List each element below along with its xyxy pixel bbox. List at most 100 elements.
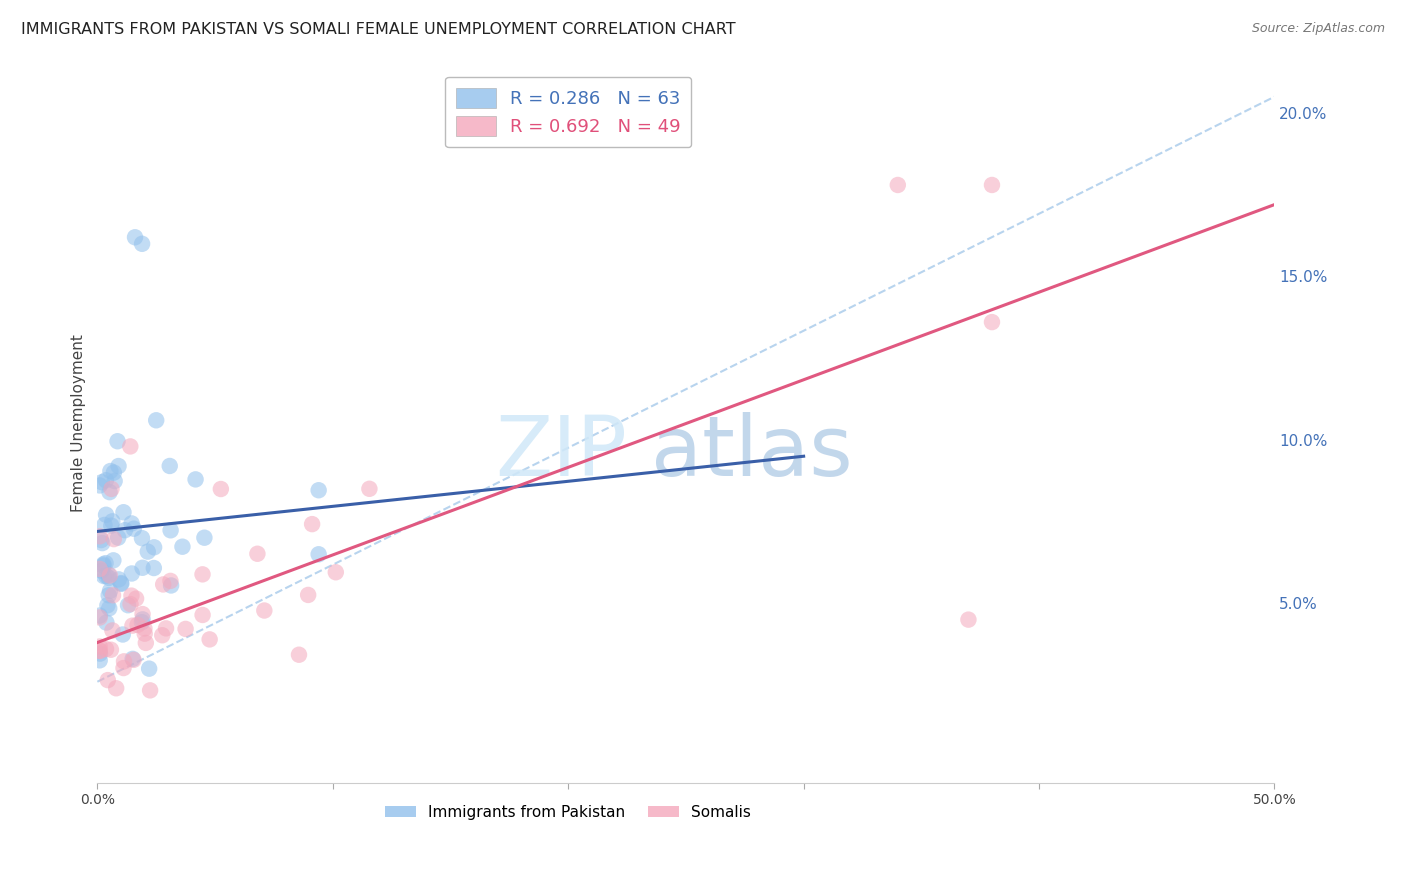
Point xyxy=(97,567,120,582)
Point xyxy=(103,466,125,480)
Point xyxy=(107,434,129,449)
Point xyxy=(172,540,194,554)
Y-axis label: Female Unemployment: Female Unemployment xyxy=(72,334,86,513)
Point xyxy=(89,478,111,492)
Text: atlas: atlas xyxy=(651,412,852,492)
Point xyxy=(90,533,112,547)
Point xyxy=(308,547,330,561)
Point xyxy=(107,458,129,473)
Text: Source: ZipAtlas.com: Source: ZipAtlas.com xyxy=(1251,22,1385,36)
Point xyxy=(159,458,181,473)
Point xyxy=(139,683,162,698)
Point xyxy=(887,178,910,192)
Point xyxy=(152,577,174,591)
Point xyxy=(155,621,177,635)
Point xyxy=(107,573,129,587)
Point xyxy=(131,607,153,621)
Point xyxy=(105,681,128,696)
Point xyxy=(89,647,111,661)
Point xyxy=(193,531,215,545)
Point xyxy=(120,589,142,603)
Point xyxy=(122,653,145,667)
Point xyxy=(94,508,117,522)
Point xyxy=(98,583,121,598)
Point xyxy=(89,653,111,667)
Point xyxy=(93,558,115,572)
Point xyxy=(93,569,115,583)
Point xyxy=(191,567,214,582)
Point xyxy=(100,464,122,478)
Point xyxy=(103,532,125,546)
Point xyxy=(198,632,221,647)
Point xyxy=(121,516,143,531)
Point xyxy=(121,652,143,666)
Point xyxy=(120,439,142,453)
Point xyxy=(97,588,120,602)
Point xyxy=(100,518,122,533)
Point xyxy=(89,640,111,654)
Point xyxy=(120,597,142,611)
Point xyxy=(101,624,124,638)
Point xyxy=(121,618,143,632)
Point xyxy=(184,472,207,486)
Point xyxy=(981,315,1004,329)
Point xyxy=(96,599,118,613)
Text: IMMIGRANTS FROM PAKISTAN VS SOMALI FEMALE UNEMPLOYMENT CORRELATION CHART: IMMIGRANTS FROM PAKISTAN VS SOMALI FEMAL… xyxy=(21,22,735,37)
Point xyxy=(114,523,136,537)
Point xyxy=(110,577,132,591)
Point xyxy=(90,564,112,578)
Point xyxy=(957,613,980,627)
Point xyxy=(131,615,153,630)
Point xyxy=(131,236,153,251)
Point xyxy=(159,574,181,588)
Point xyxy=(94,473,117,487)
Point xyxy=(89,562,111,576)
Point xyxy=(297,588,319,602)
Text: ZIP: ZIP xyxy=(495,412,627,492)
Point xyxy=(101,588,124,602)
Point xyxy=(124,230,146,244)
Point xyxy=(94,556,117,570)
Point xyxy=(104,474,127,488)
Point xyxy=(122,522,145,536)
Point xyxy=(112,661,135,675)
Point xyxy=(107,531,129,545)
Point xyxy=(103,553,125,567)
Point xyxy=(91,558,114,573)
Point xyxy=(89,643,111,657)
Point xyxy=(111,627,134,641)
Point xyxy=(97,673,120,687)
Point xyxy=(94,642,117,657)
Point xyxy=(100,482,122,496)
Point xyxy=(308,483,330,498)
Point xyxy=(117,598,139,612)
Point xyxy=(127,618,149,632)
Point xyxy=(246,547,269,561)
Point xyxy=(89,529,111,543)
Point xyxy=(98,601,121,615)
Point xyxy=(135,636,157,650)
Point xyxy=(142,561,165,575)
Point xyxy=(160,578,183,592)
Point xyxy=(131,612,153,626)
Point xyxy=(981,178,1004,192)
Point xyxy=(159,524,181,538)
Point xyxy=(359,482,381,496)
Point xyxy=(131,531,153,545)
Point xyxy=(89,608,111,623)
Point xyxy=(93,517,115,532)
Point xyxy=(253,603,276,617)
Point xyxy=(89,610,111,624)
Point xyxy=(121,566,143,581)
Point xyxy=(301,517,323,532)
Point xyxy=(101,514,124,528)
Point xyxy=(143,541,166,555)
Point xyxy=(150,628,173,642)
Point xyxy=(89,644,111,658)
Point xyxy=(98,485,121,500)
Point xyxy=(112,654,135,668)
Point xyxy=(138,662,160,676)
Point xyxy=(145,413,167,427)
Point xyxy=(112,505,135,519)
Point xyxy=(91,536,114,550)
